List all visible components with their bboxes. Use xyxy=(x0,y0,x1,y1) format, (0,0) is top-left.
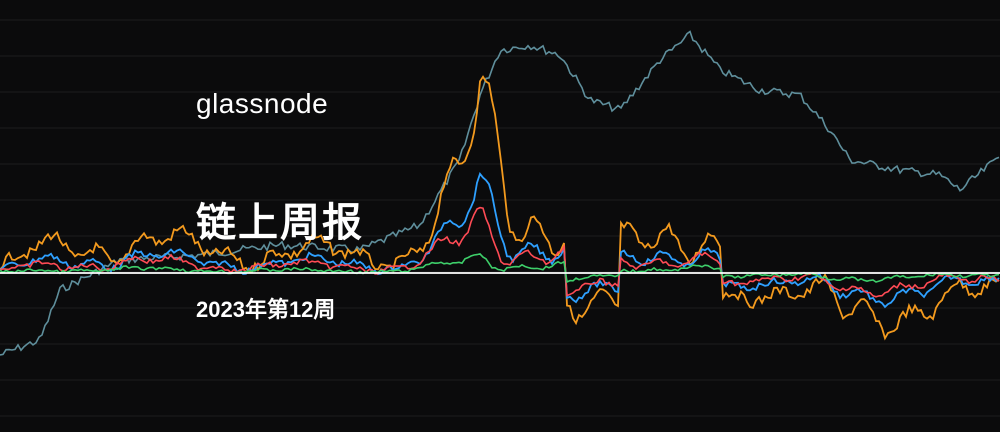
glassnode-logo: glassnode xyxy=(196,88,329,119)
red-series-line xyxy=(0,206,1000,298)
blue-series-line xyxy=(0,172,1000,309)
green-series-line xyxy=(0,253,1000,284)
page-title: 链上周报 xyxy=(196,201,364,245)
week-subtitle: 2023年第12周 xyxy=(196,297,336,322)
orange-series-line xyxy=(0,75,1000,341)
price-line xyxy=(0,30,1000,356)
chart-gridlines xyxy=(0,19,1000,417)
